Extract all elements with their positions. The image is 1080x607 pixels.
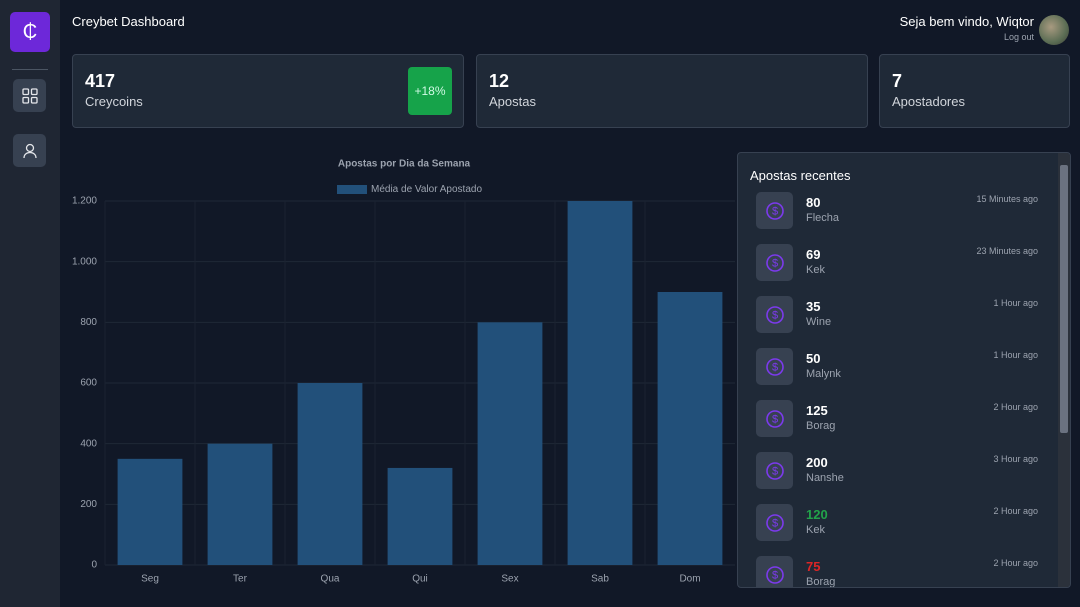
panel-title: Apostas recentes xyxy=(750,168,851,183)
app-title: Creybet Dashboard xyxy=(72,14,185,29)
stat-value: 7 xyxy=(892,71,903,91)
bet-time: 15 Minutes ago xyxy=(976,194,1038,204)
bet-time: 23 Minutes ago xyxy=(976,246,1038,256)
bet-user: Wine xyxy=(806,316,832,328)
chart: Apostas por Dia da Semana Média de Valor… xyxy=(72,159,735,585)
stat-card: 7 Apostadores xyxy=(879,54,1070,128)
svg-text:$: $ xyxy=(771,205,777,217)
stat-label: Apostas xyxy=(489,94,536,109)
svg-text:$: $ xyxy=(771,309,777,321)
bet-item: $ 125 Borag 2 Hour ago xyxy=(756,400,1046,452)
x-tick-label: Sab xyxy=(591,574,609,585)
coin-icon: $ xyxy=(756,348,793,385)
bar xyxy=(207,443,273,565)
coin-icon: $ xyxy=(756,400,793,437)
avatar[interactable] xyxy=(1039,15,1069,45)
svg-text:$: $ xyxy=(771,361,777,373)
bet-time: 3 Hour ago xyxy=(993,454,1038,464)
scrollbar[interactable] xyxy=(1058,153,1070,587)
legend-swatch xyxy=(337,185,367,194)
stat-value: 12 xyxy=(489,71,510,91)
y-tick-label: 0 xyxy=(91,560,97,571)
coin-icon: $ xyxy=(756,504,793,541)
dashboard-button[interactable] xyxy=(13,79,46,112)
bar xyxy=(387,467,453,565)
bet-amount: 75 xyxy=(806,559,821,574)
x-tick-label: Qui xyxy=(412,574,428,585)
coin-icon: $ xyxy=(756,296,793,333)
svg-text:$: $ xyxy=(771,413,777,425)
coin-icon: $ xyxy=(756,556,793,587)
divider xyxy=(12,69,48,70)
bet-time: 1 Hour ago xyxy=(993,350,1038,360)
svg-text:$: $ xyxy=(771,569,777,581)
bet-time: 2 Hour ago xyxy=(993,506,1038,516)
grid-icon xyxy=(21,87,38,104)
x-tick-label: Sex xyxy=(501,574,518,585)
bet-item: $ 80 Flecha 15 Minutes ago xyxy=(756,192,1046,244)
profile-button[interactable] xyxy=(13,134,46,167)
y-tick-label: 800 xyxy=(80,317,97,328)
bet-time: 2 Hour ago xyxy=(993,402,1038,412)
stat-label: Apostadores xyxy=(892,94,965,109)
x-tick-label: Dom xyxy=(679,574,700,585)
bet-item: $ 35 Wine 1 Hour ago xyxy=(756,296,1046,348)
bar xyxy=(297,383,363,565)
y-tick-label: 200 xyxy=(80,499,97,510)
bet-time: 2 Hour ago xyxy=(993,558,1038,568)
coin-icon: $ xyxy=(756,192,793,229)
y-tick-label: 1.200 xyxy=(72,196,97,207)
bet-user: Nanshe xyxy=(806,472,844,484)
x-tick-label: Qua xyxy=(321,574,340,585)
welcome: Seja bem vindo, Wiqtor xyxy=(899,14,1034,29)
sidebar: ₵ xyxy=(0,0,60,607)
bet-user: Borag xyxy=(806,420,836,432)
bar xyxy=(477,322,543,565)
chart-title: Apostas por Dia da Semana xyxy=(338,159,471,170)
x-tick-label: Ter xyxy=(233,574,248,585)
x-tick-label: Seg xyxy=(141,574,159,585)
recent-panel: Apostas recentes $ 80 Flecha 15 Minutes … xyxy=(737,152,1071,588)
bet-amount: 80 xyxy=(806,195,821,210)
svg-text:$: $ xyxy=(771,465,777,477)
bar xyxy=(117,458,183,565)
bet-time: 1 Hour ago xyxy=(993,298,1038,308)
bet-user: Kek xyxy=(806,264,825,276)
coin-icon: $ xyxy=(756,244,793,281)
bet-item: $ 50 Malynk 1 Hour ago xyxy=(756,348,1046,400)
y-tick-label: 600 xyxy=(80,378,97,389)
bet-amount: 125 xyxy=(806,403,828,418)
stat-value: 417 xyxy=(85,71,116,91)
bet-user: Borag xyxy=(806,576,836,588)
logo[interactable]: ₵ xyxy=(10,12,50,52)
bet-user: Kek xyxy=(806,524,825,536)
bet-user: Malynk xyxy=(806,368,841,380)
y-tick-label: 400 xyxy=(80,438,97,449)
bet-item: $ 69 Kek 23 Minutes ago xyxy=(756,244,1046,296)
bet-item: $ 120 Kek 2 Hour ago xyxy=(756,504,1046,556)
coin-icon: $ xyxy=(756,452,793,489)
bet-user: Flecha xyxy=(806,212,840,224)
user-icon xyxy=(22,143,37,158)
bar xyxy=(657,292,723,565)
y-tick-label: 1.000 xyxy=(72,256,97,267)
bet-amount: 120 xyxy=(806,507,828,522)
bet-item: $ 75 Borag 2 Hour ago xyxy=(756,556,1046,588)
bet-item: $ 200 Nanshe 3 Hour ago xyxy=(756,452,1046,504)
stat-label: Creycoins xyxy=(85,94,143,109)
logout-link[interactable]: Log out xyxy=(1003,32,1034,42)
badge: +18% xyxy=(408,67,452,115)
svg-text:$: $ xyxy=(771,257,777,269)
stat-card: 417 Creycoins +18% xyxy=(72,54,464,128)
svg-text:$: $ xyxy=(771,517,777,529)
legend-label: Média de Valor Apostado xyxy=(371,184,482,195)
bet-amount: 200 xyxy=(806,455,828,470)
stat-card: 12 Apostas xyxy=(476,54,868,128)
bet-amount: 50 xyxy=(806,351,821,366)
bet-amount: 69 xyxy=(806,247,821,262)
bet-amount: 35 xyxy=(806,299,821,314)
bar xyxy=(567,201,633,565)
